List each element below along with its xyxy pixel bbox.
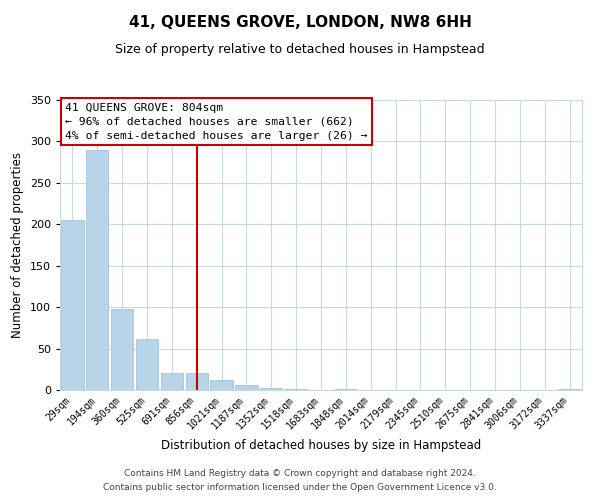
Bar [211,380,233,390]
X-axis label: Distribution of detached houses by size in Hampstead: Distribution of detached houses by size … [161,440,481,452]
Bar [285,389,307,390]
Bar [559,389,581,390]
Text: Contains HM Land Registry data © Crown copyright and database right 2024.: Contains HM Land Registry data © Crown c… [124,468,476,477]
Bar [185,374,208,390]
Text: Size of property relative to detached houses in Hampstead: Size of property relative to detached ho… [115,42,485,56]
Bar [61,220,83,390]
Text: 41, QUEENS GROVE, LONDON, NW8 6HH: 41, QUEENS GROVE, LONDON, NW8 6HH [128,15,472,30]
Bar [161,372,183,390]
Bar [335,389,357,390]
Bar [235,385,257,390]
Bar [86,150,109,390]
Bar [111,309,133,390]
Bar [260,388,283,390]
Bar [136,338,158,390]
Text: 41 QUEENS GROVE: 804sqm
← 96% of detached houses are smaller (662)
4% of semi-de: 41 QUEENS GROVE: 804sqm ← 96% of detache… [65,103,368,141]
Y-axis label: Number of detached properties: Number of detached properties [11,152,24,338]
Text: Contains public sector information licensed under the Open Government Licence v3: Contains public sector information licen… [103,484,497,492]
